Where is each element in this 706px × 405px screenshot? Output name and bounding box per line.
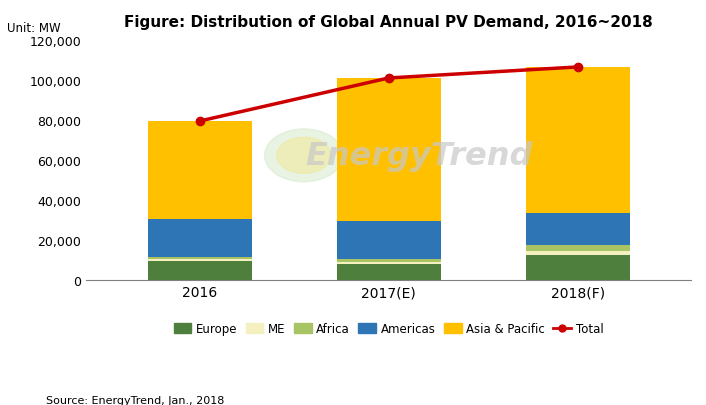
Bar [337,260,441,263]
Bar [148,220,251,258]
Bar [337,222,441,260]
Bar [148,122,251,220]
Ellipse shape [277,138,331,174]
Bar [337,265,441,281]
Text: EnergyTrend: EnergyTrend [305,141,532,171]
Bar [148,260,251,262]
Bar [337,263,441,265]
Total [196,119,204,124]
Total [573,65,582,70]
Bar [337,79,441,222]
Bar [148,258,251,260]
Bar [525,214,630,246]
Ellipse shape [265,130,343,182]
Bar [525,252,630,256]
Bar [525,68,630,214]
Bar [148,262,251,281]
Text: Unit: MW: Unit: MW [8,21,61,34]
Bar [525,256,630,281]
Legend: Europe, ME, Africa, Americas, Asia & Pacific, Total: Europe, ME, Africa, Americas, Asia & Pac… [169,318,609,340]
Title: Figure: Distribution of Global Annual PV Demand, 2016~2018: Figure: Distribution of Global Annual PV… [124,15,653,30]
Total [384,77,393,81]
Bar [525,246,630,252]
Line: Total: Total [196,64,582,126]
Text: Source: EnergyTrend, Jan., 2018: Source: EnergyTrend, Jan., 2018 [46,395,225,405]
